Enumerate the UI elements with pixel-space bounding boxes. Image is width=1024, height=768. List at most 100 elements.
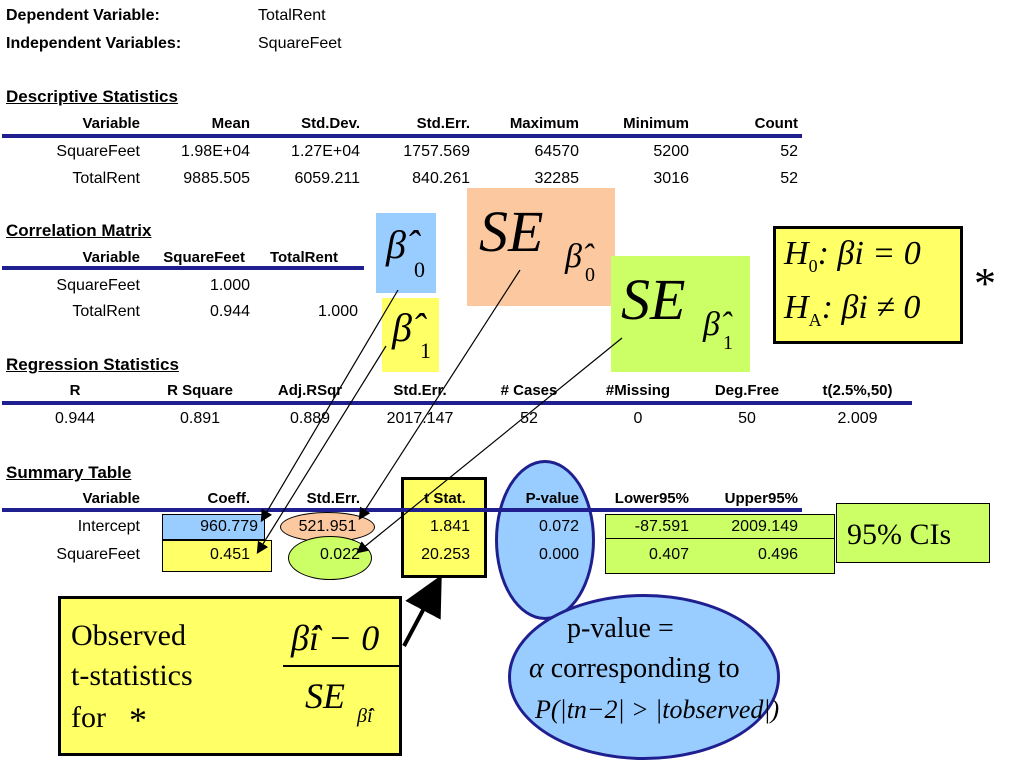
- regression-statistics-title: Regression Statistics: [6, 355, 179, 374]
- regression-divider: [2, 401, 912, 405]
- table-cell: Intercept: [77, 518, 140, 535]
- dependent-variable-label: Dependent Variable:: [6, 7, 160, 24]
- ci-label: 95% CIs: [847, 518, 952, 551]
- table-cell: 50: [738, 410, 756, 427]
- p-value-ellipse: [495, 460, 595, 620]
- table-cell: SquareFeet: [56, 277, 140, 294]
- beta1-connector: [256, 345, 387, 555]
- col-std-err: Std.Err.: [416, 115, 470, 132]
- table-cell: 9885.505: [183, 170, 250, 187]
- se-beta1-box: SE β̂ 1: [611, 256, 750, 372]
- formula-numerator: β̂i − 0: [291, 618, 380, 658]
- table-cell: 0: [633, 410, 643, 427]
- observed-line3: for: [71, 701, 106, 734]
- col-count: Count: [754, 115, 798, 132]
- table-cell: TotalRent: [72, 170, 140, 187]
- beta0-subscript: 0: [414, 257, 425, 282]
- ha-subscript: A: [808, 309, 822, 330]
- table-cell: 2009.149: [731, 518, 798, 535]
- table-cell: TotalRent: [72, 303, 140, 320]
- se-beta0-connector: [358, 269, 521, 521]
- observed-t-box: Observed t-statistics for * β̂i − 0 SE β…: [58, 596, 402, 756]
- se-beta0-box: SE β̂ 0: [467, 188, 615, 306]
- se-beta1-label: SE: [621, 267, 686, 332]
- col-minimum: Minimum: [623, 115, 689, 132]
- corr-col-variable: Variable: [82, 249, 140, 266]
- table-cell: 0.944: [54, 410, 96, 427]
- h0-subscript: 0: [808, 255, 818, 276]
- table-cell: 20.253: [421, 546, 470, 563]
- table-cell: 1.000: [317, 303, 358, 320]
- col-std-dev: Std.Dev.: [301, 115, 360, 132]
- formula-denominator-sub: β̂i: [357, 705, 373, 727]
- reg-col-degfree: Deg.Free: [714, 382, 780, 399]
- p-value-explanation: p-value = α corresponding to P(|tn−2| > …: [508, 594, 780, 760]
- ci-highlight: [605, 514, 835, 574]
- sum-col-stderr: Std.Err.: [306, 490, 360, 507]
- beta0-hat-symbol: β̂: [386, 222, 406, 267]
- table-cell: 0.891: [179, 410, 221, 427]
- table-cell: 1.27E+04: [291, 143, 360, 160]
- se-beta0-subsub: 0: [585, 264, 595, 286]
- corr-col-totalrent: TotalRent: [269, 249, 338, 266]
- table-cell: 64570: [534, 143, 580, 160]
- h0-statement: : βi = 0: [817, 235, 921, 272]
- sum-col-pvalue: P-value: [525, 490, 579, 507]
- formula-denominator: SE: [305, 676, 345, 716]
- table-cell: -87.591: [634, 518, 689, 535]
- se-beta0-label: SE: [479, 199, 544, 264]
- table-cell: 52: [780, 143, 798, 160]
- table-cell: 1.98E+04: [181, 143, 250, 160]
- table-cell: SquareFeet: [56, 546, 140, 563]
- table-cell: 0.022: [319, 546, 360, 563]
- table-cell: 2.009: [837, 410, 878, 427]
- descriptive-statistics-title: Descriptive Statistics: [6, 87, 178, 106]
- sum-col-tstat: t Stat.: [424, 490, 466, 507]
- beta1-hat-symbol: β̂: [392, 305, 412, 350]
- hypothesis-box: H0: βi = 0 HA: βi ≠ 0: [773, 226, 963, 344]
- table-cell: 0.407: [648, 546, 689, 563]
- dependent-variable-value: TotalRent: [258, 7, 326, 24]
- table-cell: 960.779: [200, 518, 258, 535]
- sum-col-upper95: Upper95%: [724, 490, 798, 507]
- table-cell: 1.841: [429, 518, 470, 535]
- sum-col-lower95: Lower95%: [614, 490, 689, 507]
- pvalue-line2: α corresponding to: [529, 653, 740, 685]
- pvalue-corresponding: corresponding to: [550, 653, 740, 684]
- pvalue-line3: P(|tn−2| > |tobserved|): [535, 695, 780, 724]
- table-cell: 5200: [653, 143, 689, 160]
- pvalue-line1: p-value =: [567, 613, 674, 644]
- alpha-symbol: α: [529, 653, 544, 684]
- col-maximum: Maximum: [509, 115, 579, 132]
- table-cell: 52: [780, 170, 798, 187]
- corr-col-squarefeet: SquareFeet: [163, 249, 245, 266]
- observed-t-connector: [402, 574, 442, 647]
- descriptive-divider: [2, 134, 802, 138]
- beta1-subscript: 1: [420, 338, 431, 363]
- col-variable: Variable: [82, 115, 140, 132]
- asterisk-marker: *: [974, 259, 996, 308]
- observed-line2: t-statistics: [71, 659, 193, 692]
- observed-asterisk: *: [129, 700, 147, 740]
- independent-variables-value: SquareFeet: [258, 35, 342, 52]
- se-beta1-subsub: 1: [723, 332, 733, 354]
- ci-label-box: 95% CIs: [836, 503, 990, 563]
- table-cell: 0.451: [209, 546, 250, 563]
- reg-col-adjrsqr: Adj.RSqr: [277, 382, 343, 399]
- alternative-hypothesis: HA: βi ≠ 0: [784, 289, 920, 331]
- sum-col-variable: Variable: [82, 490, 140, 507]
- ha-statement: : βi ≠ 0: [821, 289, 921, 326]
- correlation-matrix-title: Correlation Matrix: [6, 221, 152, 240]
- table-cell: 52: [520, 410, 538, 427]
- table-cell: 840.261: [412, 170, 470, 187]
- table-cell: 1.000: [209, 277, 250, 294]
- table-cell: 3016: [653, 170, 689, 187]
- reg-col-r: R: [69, 382, 81, 399]
- table-cell: 2017.147: [386, 410, 454, 427]
- reg-col-rsquare: R Square: [167, 382, 233, 399]
- col-mean: Mean: [211, 115, 250, 132]
- summary-divider: [2, 508, 802, 512]
- table-cell: SquareFeet: [56, 143, 140, 160]
- table-cell: 0.944: [209, 303, 250, 320]
